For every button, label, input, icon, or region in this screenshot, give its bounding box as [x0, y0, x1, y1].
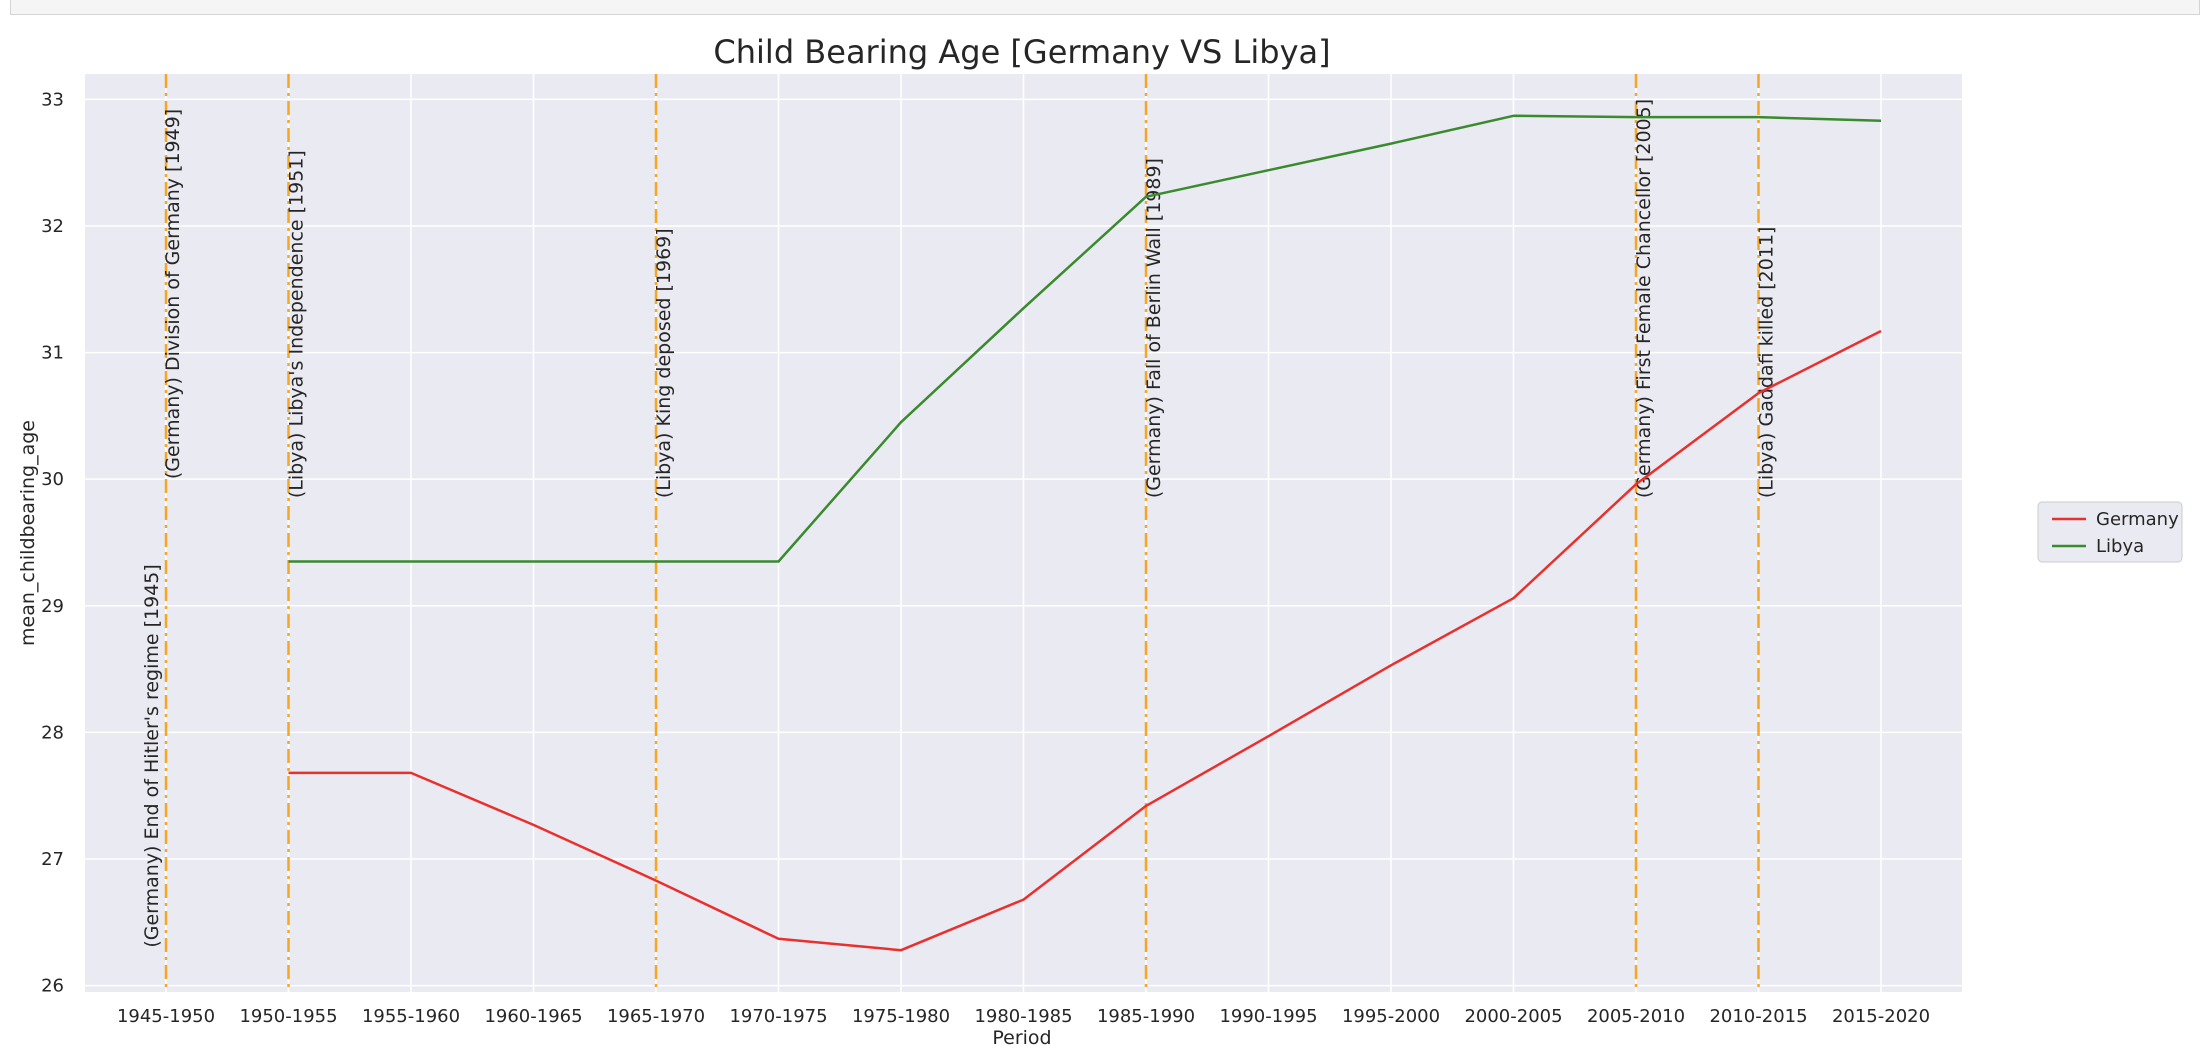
y-tick-label: 28	[41, 722, 64, 743]
y-tick-label: 26	[41, 976, 64, 997]
y-axis-title: mean_childbearing_age	[17, 420, 39, 646]
x-tick-label: 2010-2015	[1709, 1006, 1807, 1027]
event-label: (Germany) Fall of Berlin Wall [1989]	[1143, 158, 1165, 498]
event-label: (Libya) Libya's Independence [1951]	[286, 150, 308, 498]
event-label: (Germany) Division of Germany [1949]	[162, 109, 184, 479]
x-tick-label: 1970-1975	[729, 1006, 827, 1027]
x-tick-label: 1990-1995	[1219, 1006, 1317, 1027]
x-tick-label: 2015-2020	[1832, 1006, 1930, 1027]
y-tick-label: 30	[41, 469, 64, 490]
legend-label: Germany	[2096, 509, 2179, 530]
y-tick-labels: 26 27 28 29 30 31 32 33	[41, 89, 64, 996]
x-tick-label: 1945-1950	[117, 1006, 215, 1027]
event-label: (Germany) First Female Chancellor [2005]	[1633, 99, 1655, 498]
event-label: (Germany) End of Hitler's regime [1945]	[141, 564, 163, 948]
event-label: (Libya) Gaddafi killed [2011]	[1756, 227, 1778, 499]
x-tick-label: 2000-2005	[1464, 1006, 1562, 1027]
y-tick-label: 33	[41, 89, 64, 110]
y-tick-label: 32	[41, 216, 64, 237]
x-tick-label: 1980-1985	[974, 1006, 1072, 1027]
x-tick-label: 1975-1980	[852, 1006, 950, 1027]
x-tick-label: 1965-1970	[607, 1006, 705, 1027]
event-lines: (Germany) End of Hitler's regime [1945] (…	[141, 74, 1778, 992]
x-axis-title: Period	[992, 1027, 1051, 1048]
x-tick-label: 1950-1955	[239, 1006, 337, 1027]
x-tick-label: 2005-2010	[1587, 1006, 1685, 1027]
chart-title: Child Bearing Age [Germany VS Libya]	[713, 33, 1330, 71]
series-lines	[288, 114, 1882, 952]
series-line-germany	[288, 329, 1882, 952]
y-tick-label: 31	[41, 343, 64, 364]
event-label: (Libya) King deposed [1969]	[653, 228, 675, 498]
y-tick-label: 29	[41, 596, 64, 617]
grid-lines	[85, 74, 1962, 992]
x-tick-label: 1995-2000	[1342, 1006, 1440, 1027]
legend-label: Libya	[2096, 536, 2144, 557]
x-tick-label: 1960-1965	[484, 1006, 582, 1027]
x-tick-label: 1985-1990	[1097, 1006, 1195, 1027]
legend: Germany Libya	[2037, 501, 2183, 563]
x-tick-labels: 1945-1950 1950-1955 1955-1960 1960-1965 1965…	[117, 1006, 1930, 1027]
x-tick-label: 1955-1960	[362, 1006, 460, 1027]
y-tick-label: 27	[41, 849, 64, 870]
notebook-cell-border	[10, 0, 2200, 15]
series-line-libya	[288, 114, 1882, 563]
